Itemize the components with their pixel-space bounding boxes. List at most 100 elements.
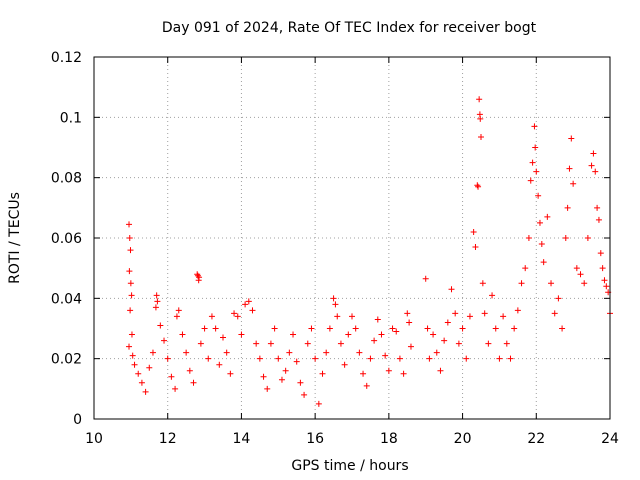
data-point [227,370,234,377]
data-point [278,376,285,383]
data-point [540,259,547,266]
data-point [349,313,355,320]
data-point [238,331,245,338]
data-point [297,379,304,386]
data-point [154,298,161,305]
data-point [131,361,138,368]
data-point [216,361,223,368]
y-tick-label: 0.04 [51,291,82,307]
data-point [212,325,219,332]
data-point [367,355,374,362]
data-point [570,180,577,187]
x-tick-label: 18 [380,431,398,447]
data-point [304,340,311,347]
data-point [128,331,135,338]
data-point [466,313,473,320]
data-point [332,301,339,308]
data-point [404,310,411,317]
data-point [437,367,444,374]
data-point [603,283,610,290]
data-point [195,277,202,284]
data-point [172,385,179,392]
data-point [382,352,389,359]
data-point [396,355,403,362]
chart-title: Day 091 of 2024, Rate Of TEC Index for r… [162,20,537,36]
data-point [245,298,252,305]
data-point [126,221,133,228]
data-point [253,340,260,347]
x-tick-label: 22 [527,431,545,447]
data-point [532,144,539,151]
data-point [282,367,289,374]
data-point [153,292,160,299]
data-point [525,235,532,241]
data-point [485,340,492,347]
data-point [223,349,230,356]
data-point [161,337,168,344]
data-point [127,280,134,287]
data-point [531,123,538,130]
data-point [470,228,477,235]
gridlines [94,57,610,419]
data-point [559,325,566,332]
data-point [452,310,459,317]
data-point [319,370,326,377]
data-point [389,325,396,332]
data-point [536,219,543,226]
data-point [208,313,215,320]
data-point [142,388,149,395]
data-point [249,307,256,314]
data-point [555,295,562,302]
y-tick-label: 0.1 [60,110,82,126]
data-point [503,340,510,347]
y-tick-label: 0.02 [51,352,82,368]
data-point [426,355,433,362]
data-point [260,373,267,380]
data-point [533,168,540,175]
data-point [400,370,407,377]
data-point [599,265,606,272]
data-point [511,325,518,332]
data-point [475,183,482,190]
data-point [220,334,226,341]
data-point [312,355,319,362]
data-point [597,250,604,257]
data-point [275,355,282,362]
data-point [126,235,133,241]
data-point [337,340,344,347]
data-point [286,349,293,356]
data-point [267,340,274,347]
data-point [129,352,136,359]
data-point [424,325,431,332]
x-tick-label: 20 [454,431,472,447]
data-point [489,292,496,299]
data-point [500,313,507,320]
data-point [356,349,363,356]
data-point [441,337,448,344]
data-point [378,331,385,338]
data-point [433,349,440,356]
data-point [152,304,159,311]
data-point [590,150,597,157]
data-point [406,319,413,326]
data-point [385,367,392,374]
data-point [201,325,208,332]
data-point [481,310,488,317]
x-tick-label: 24 [601,431,619,447]
data-point [476,96,483,103]
axes: 10 12 14 16 18 20 22 24 0 0.02 0.04 0.06 0.08 0.1 0.12 [51,50,619,447]
data-point [551,310,558,317]
data-point [149,349,156,356]
y-axis-label: ROTI / TECUs [7,192,23,284]
data-point [183,349,190,356]
data-point [562,235,569,241]
data-point [301,391,308,398]
data-point [173,313,180,320]
data-point [234,313,241,320]
data-point [127,307,134,314]
data-point [128,292,135,299]
data-point [334,313,341,320]
y-tick-label: 0.08 [51,171,82,187]
data-point [564,204,571,211]
x-tick-label: 12 [159,431,177,447]
